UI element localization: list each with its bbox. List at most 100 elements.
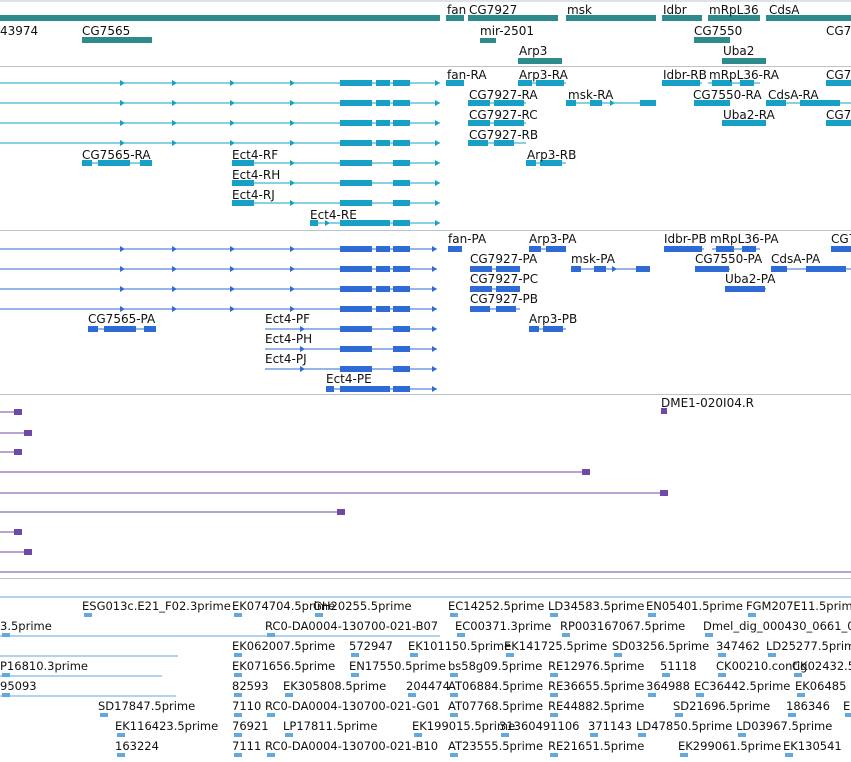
fan-pa-exon[interactable]: [448, 246, 462, 252]
gene-glyph-fan[interactable]: [446, 15, 464, 21]
cg7927-pa-exon[interactable]: [496, 266, 520, 272]
est-label[interactable]: AT07768.5prime: [448, 699, 544, 713]
est-label[interactable]: LD25277.5prime: [766, 639, 851, 653]
ect4-protein-strand-icon[interactable]: [380, 306, 385, 312]
est-glyph[interactable]: [414, 733, 422, 737]
est-glyph[interactable]: [590, 733, 598, 737]
cdna-alignment-2-end-arrow-icon[interactable]: [17, 449, 22, 455]
protein-label-cg7550-pa[interactable]: CG7550-PA: [695, 252, 763, 266]
ect4-protein-strand-icon[interactable]: [386, 266, 391, 272]
est-label[interactable]: P16810.3prime: [0, 659, 88, 673]
ect4-rj-exon[interactable]: [340, 200, 372, 206]
ect4-protein-end-arrow-icon[interactable]: [432, 266, 437, 272]
est-label[interactable]: LD34583.5prime: [548, 599, 645, 613]
est-label[interactable]: RC0-DA0004-130700-021-B10: [265, 739, 439, 753]
protein-label-msk-pa[interactable]: msk-PA: [571, 252, 615, 266]
ect4-transcript-end-arrow-icon[interactable]: [435, 140, 440, 146]
cg7927-pa-exon[interactable]: [470, 266, 492, 272]
est-label[interactable]: ESG013c.E21_F02.3prime: [82, 599, 231, 613]
gene-glyph-idbr[interactable]: [662, 15, 702, 21]
cg7550-pa-exon[interactable]: [695, 266, 729, 272]
ect4-protein-exon[interactable]: [393, 246, 410, 252]
mrpl36-ra-exon[interactable]: [712, 80, 732, 86]
est-label[interactable]: RC0-DA0004-130700-021-B07: [265, 619, 439, 633]
msk-pa-strand-icon[interactable]: [612, 266, 617, 272]
cdna-alignment-3-end-arrow-icon[interactable]: [585, 469, 590, 475]
cdna-glyphs[interactable]: [0, 395, 851, 578]
est-label[interactable]: 364988: [646, 679, 690, 693]
est-label[interactable]: RP003167067.5prime: [560, 619, 686, 633]
cdna-alignment-7-end-arrow-icon[interactable]: [27, 549, 32, 555]
ect4-protein-strand-icon[interactable]: [380, 286, 385, 292]
ect4-ph-strand-icon[interactable]: [300, 346, 305, 352]
mrpl36-pa-exon[interactable]: [716, 246, 734, 252]
gene-glyph-cdsa[interactable]: [766, 15, 830, 21]
est-label[interactable]: EK141725.5prime: [504, 639, 608, 653]
ect4-transcript-strand-icon[interactable]: [290, 100, 295, 106]
arp3-ra-exon[interactable]: [536, 80, 564, 86]
ect4-protein-strand-icon[interactable]: [386, 286, 391, 292]
est-label[interactable]: RE44882.5prime: [548, 699, 645, 713]
ect4-transcript-strand-icon[interactable]: [120, 80, 125, 86]
est-glyph[interactable]: [675, 713, 683, 717]
ect4-pj-strand-icon[interactable]: [300, 366, 305, 372]
est-glyph[interactable]: [234, 673, 242, 677]
ect4-protein-end-arrow-icon[interactable]: [432, 286, 437, 292]
ect4-protein-exon[interactable]: [340, 246, 372, 252]
mrpl36-ra-exon[interactable]: [740, 80, 754, 86]
est-label[interactable]: LD47850.5prime: [636, 719, 733, 733]
est-glyph[interactable]: [550, 613, 558, 617]
ect4-protein-strand-icon[interactable]: [386, 246, 391, 252]
ect4-protein-strand-icon[interactable]: [386, 306, 391, 312]
transcript-label-ect4-rf[interactable]: Ect4-RF: [232, 148, 279, 162]
ect4-protein-strand-icon[interactable]: [172, 286, 177, 292]
protein-label-idbr-pb[interactable]: Idbr-PB: [664, 232, 707, 246]
gene-label-idbr[interactable]: Idbr: [663, 3, 687, 17]
ect4-protein-strand-icon[interactable]: [172, 266, 177, 272]
cdna-dme1-glyph[interactable]: [661, 408, 667, 414]
est-glyph[interactable]: [845, 713, 851, 717]
est-glyph[interactable]: [718, 653, 726, 657]
ect4-rf-exon[interactable]: [232, 160, 254, 166]
transcript-glyphs-2[interactable]: [0, 231, 851, 394]
ect4-pf-end-arrow-icon[interactable]: [432, 326, 437, 332]
ect4-pj-end-arrow-icon[interactable]: [432, 366, 437, 372]
protein-label-arp3-pa[interactable]: Arp3-PA: [529, 232, 577, 246]
ect4-transcript-strand-icon[interactable]: [386, 100, 391, 106]
ect4-pe-end-arrow-icon[interactable]: [432, 386, 437, 392]
ect4-protein-exon[interactable]: [393, 286, 410, 292]
cg7927-pc-exon[interactable]: [470, 286, 492, 292]
ect4-rh-exon[interactable]: [340, 180, 372, 186]
est-glyph[interactable]: [450, 673, 458, 677]
cdna-label-dme1[interactable]: DME1-020I04.R: [661, 396, 755, 410]
est-glyph[interactable]: [234, 753, 242, 757]
est-glyph[interactable]: [315, 613, 323, 617]
est-label[interactable]: 7110: [232, 699, 262, 713]
protein-label-cg7927-pa[interactable]: CG7927-PA: [470, 252, 538, 266]
protein-label-mrpl36-pa[interactable]: mRpL36-PA: [710, 232, 779, 246]
gene-label-fan[interactable]: fan: [447, 3, 467, 17]
est-glyph[interactable]: [450, 753, 458, 757]
gene-label-uba2[interactable]: Uba2: [723, 44, 755, 58]
ect4-protein-strand-icon[interactable]: [230, 306, 235, 312]
est-label[interactable]: 95093: [0, 679, 37, 693]
est-glyph[interactable]: [234, 653, 242, 657]
est-label[interactable]: Dmel_dig_000430_0661_0: [703, 619, 851, 633]
gene-label-43974[interactable]: 43974: [0, 24, 39, 38]
gene-glyphs[interactable]: [0, 0, 851, 66]
msk-ra-exon[interactable]: [590, 100, 602, 106]
est-label[interactable]: bs58g09.5prime: [448, 659, 543, 673]
cg7565-ra-exon[interactable]: [82, 160, 92, 166]
ect4-transcript-strand-icon[interactable]: [172, 80, 177, 86]
ect4-transcript-exon[interactable]: [393, 100, 410, 106]
ect4-transcript-strand-icon[interactable]: [172, 140, 177, 146]
cg7565-pa-exon[interactable]: [144, 326, 156, 332]
cdna-alignment-1-end-arrow-icon[interactable]: [27, 430, 32, 436]
transcript-label-fan-ra[interactable]: fan-RA: [447, 68, 487, 82]
ect4-protein-exon[interactable]: [393, 306, 410, 312]
protein-label-cg7565-pa[interactable]: CG7565-PA: [88, 312, 156, 326]
est-glyph[interactable]: [638, 733, 646, 737]
est-glyph[interactable]: [738, 733, 746, 737]
ect4-transcript-strand-icon[interactable]: [120, 140, 125, 146]
est-label[interactable]: 347462: [716, 639, 760, 653]
